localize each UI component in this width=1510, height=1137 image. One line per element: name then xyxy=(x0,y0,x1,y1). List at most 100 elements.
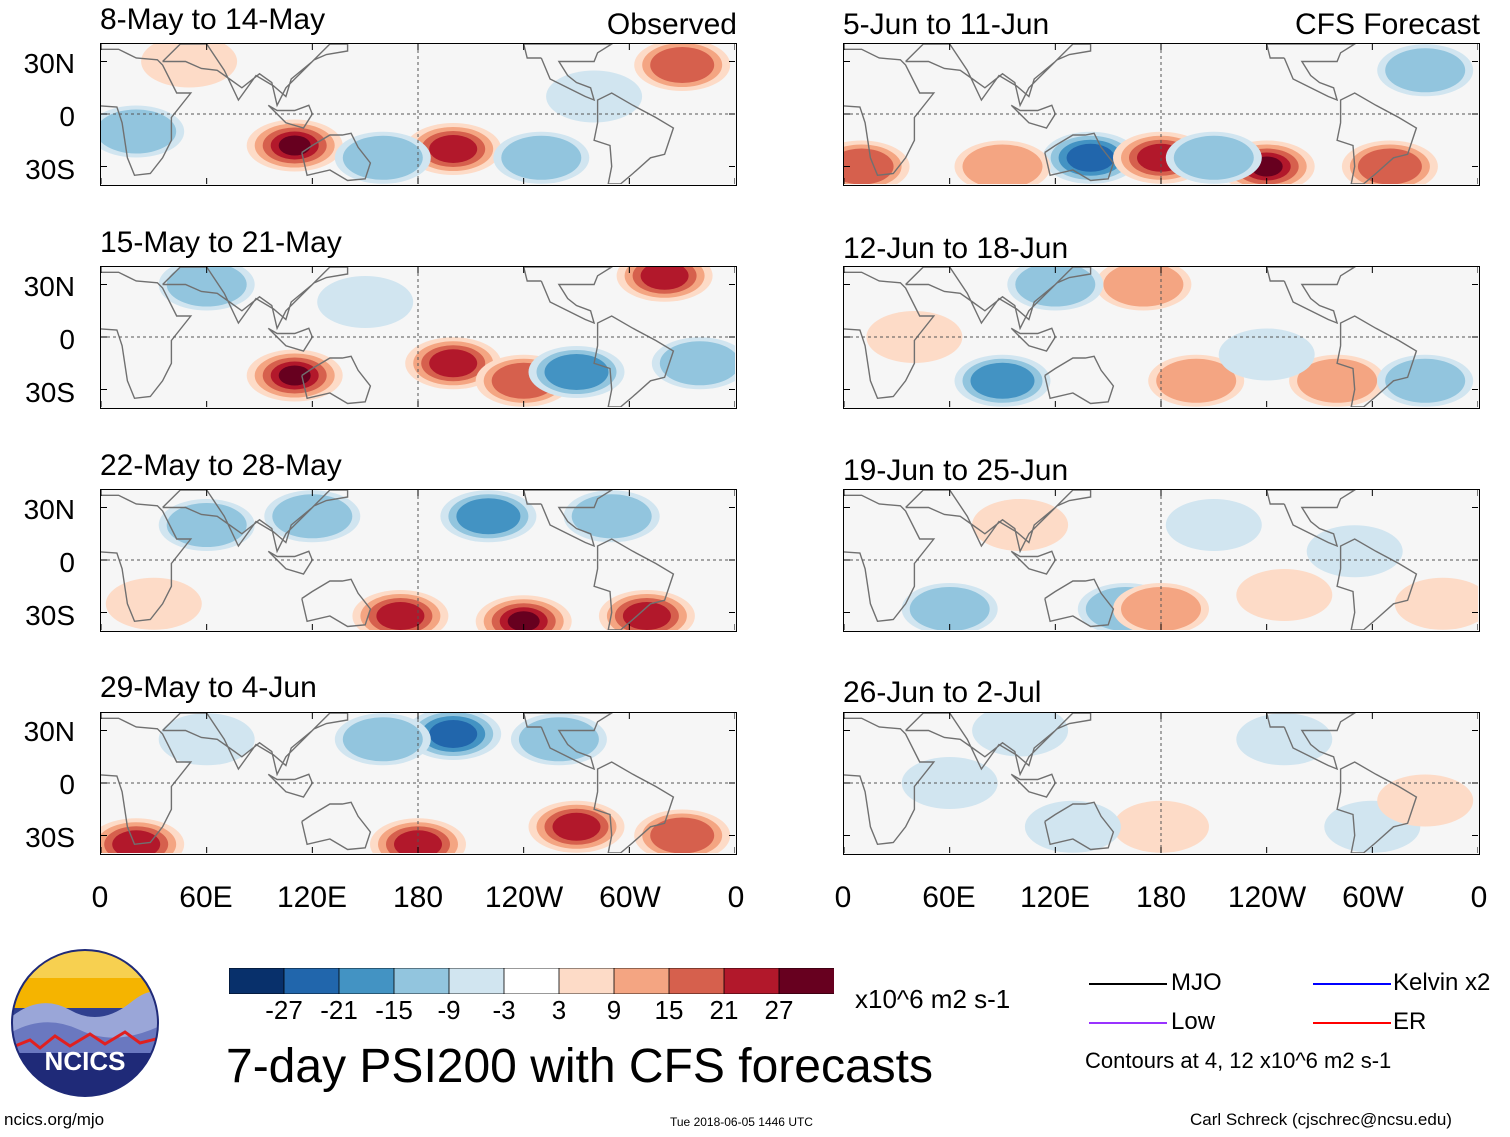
anomaly-blob xyxy=(342,717,423,762)
legend-line-kelvin xyxy=(1313,983,1391,985)
colorbar-swatch xyxy=(503,967,560,995)
coastline xyxy=(101,271,193,400)
anomaly-blob xyxy=(640,267,689,290)
y-tick-label: 0 xyxy=(59,324,75,355)
source-url: ncics.org/mjo xyxy=(4,1110,105,1129)
coastline xyxy=(593,761,675,853)
anomaly-map xyxy=(844,267,1478,407)
panel-title-obs4: 29-May to 4-Jun xyxy=(100,671,317,704)
map-panel-obs3 xyxy=(100,489,737,632)
coastline xyxy=(844,271,936,400)
anomaly-blob xyxy=(866,311,963,363)
anomaly-blob xyxy=(429,135,478,163)
coastline xyxy=(905,713,1092,777)
y-tick-label: 30N xyxy=(23,716,75,747)
colorbar-swatch xyxy=(723,967,780,995)
x-tick-label: 60W xyxy=(1342,881,1404,914)
y-tick-label: 0 xyxy=(59,769,75,800)
anomaly-blob xyxy=(962,144,1043,184)
anomaly-blob xyxy=(166,267,247,307)
anomaly-blob xyxy=(317,276,414,328)
coastline xyxy=(162,490,349,554)
anomaly-blob xyxy=(1236,569,1333,621)
anomaly-blob xyxy=(376,602,425,630)
anomaly-blob xyxy=(1385,48,1466,93)
coastline xyxy=(593,538,675,630)
coastline xyxy=(301,578,372,628)
colorbar-tick-label: 9 xyxy=(606,995,622,1025)
coastline xyxy=(1265,490,1357,548)
colorbar-swatch xyxy=(778,967,835,995)
anomaly-blob xyxy=(1385,358,1466,403)
legend-label-mjo: MJO xyxy=(1171,969,1222,996)
anomaly-blob xyxy=(1236,713,1333,766)
coastline xyxy=(301,801,372,851)
map-panel-fc3 xyxy=(843,489,1480,632)
x-tick-label: 60E xyxy=(179,881,233,914)
coastline xyxy=(522,44,614,102)
anomaly-blob xyxy=(429,720,478,748)
anomaly-map xyxy=(844,490,1478,630)
anomaly-blob xyxy=(659,341,735,386)
anomaly-blob xyxy=(1218,328,1315,381)
colorbar-swatch xyxy=(283,967,340,995)
colorbar-tick-label: 3 xyxy=(551,995,567,1025)
y-tick-label: 30N xyxy=(23,271,75,302)
coastline xyxy=(1010,327,1057,352)
anomaly-blob xyxy=(342,135,423,180)
coastline xyxy=(1336,92,1418,184)
anomaly-blob xyxy=(650,47,715,83)
map-panel-obs1 xyxy=(100,43,737,186)
coastline xyxy=(301,355,372,405)
colorbar-labels: -27 -21 -15 -9 -3 3 9 15 21 27 xyxy=(229,996,834,1026)
chart-title: 7-day PSI200 with CFS forecasts xyxy=(226,1040,933,1093)
ncics-logo: NCICS xyxy=(10,948,160,1098)
legend-label-kelvin: Kelvin x2 xyxy=(1393,969,1491,996)
x-tick-label: 0 xyxy=(1470,881,1488,914)
x-tick-label: 0 xyxy=(91,881,109,914)
anomaly-blob xyxy=(141,44,238,88)
colorbar-tick-label: 15 xyxy=(654,995,684,1025)
panel-title-obs2: 15-May to 21-May xyxy=(100,226,342,259)
anomaly-map xyxy=(844,44,1478,184)
y-tick-label: 30S xyxy=(25,154,75,185)
coastline xyxy=(1336,761,1418,853)
coastline xyxy=(1010,773,1057,798)
anomaly-map xyxy=(101,44,735,184)
anomaly-map xyxy=(101,267,735,407)
x-tick-label: 60E xyxy=(922,881,976,914)
anomaly-blob xyxy=(650,817,715,853)
anomaly-blob xyxy=(909,587,990,630)
coastline xyxy=(905,44,1092,108)
coastline xyxy=(844,717,936,846)
anomaly-blob xyxy=(901,757,998,809)
map-panel-fc2 xyxy=(843,266,1480,409)
logo-text: NCICS xyxy=(45,1046,126,1076)
coastline xyxy=(1265,713,1357,771)
coastline xyxy=(267,773,314,798)
coastline xyxy=(1010,104,1057,129)
anomaly-blob xyxy=(101,109,177,154)
coastline xyxy=(1010,550,1057,575)
colorbar-tick-label: -27 xyxy=(265,995,303,1025)
coastline xyxy=(844,494,936,623)
legend-line-er xyxy=(1313,1022,1391,1024)
coastline xyxy=(1336,538,1418,630)
coastline xyxy=(301,132,372,182)
panel-title-fc1: 5-Jun to 11-Jun xyxy=(843,8,1050,41)
anomaly-blob xyxy=(1121,587,1201,630)
y-tick-label: 30S xyxy=(25,600,75,631)
coastline xyxy=(162,267,349,331)
anomaly-map xyxy=(844,713,1478,853)
colorbar-tick-label: -21 xyxy=(320,995,358,1025)
colorbar-swatch xyxy=(448,967,505,995)
coastline xyxy=(101,717,193,846)
anomaly-blob xyxy=(1066,143,1115,172)
anomaly-blob xyxy=(105,577,202,630)
anomaly-blob xyxy=(1297,358,1378,403)
coastline xyxy=(101,494,193,623)
x-tick-label: 120E xyxy=(276,881,348,914)
x-tick-label: 120W xyxy=(1227,881,1307,914)
coastline xyxy=(905,490,1092,554)
anomaly-blob xyxy=(1357,148,1422,184)
